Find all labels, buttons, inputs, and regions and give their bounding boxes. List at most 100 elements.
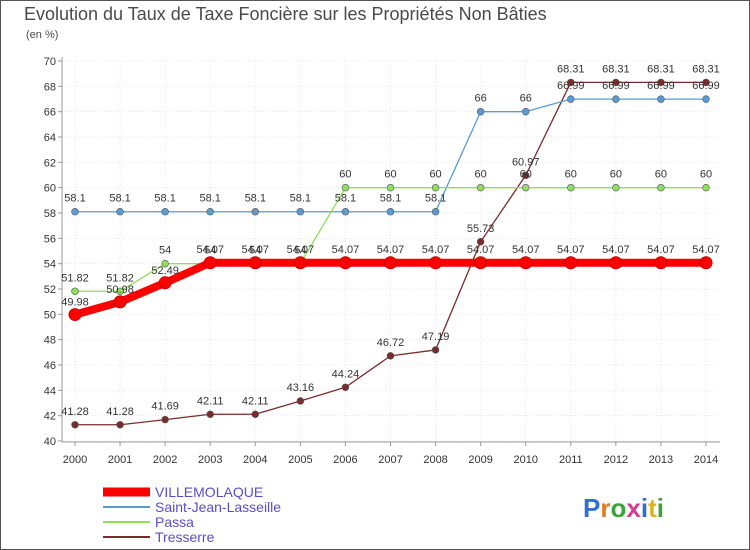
x-tick-label: 2006 — [333, 454, 357, 466]
data-point — [386, 183, 395, 192]
data-label: 47.19 — [422, 331, 450, 343]
data-point — [612, 78, 620, 87]
data-point — [564, 256, 578, 270]
legend-label: VILLEMOLAQUE — [155, 484, 263, 500]
y-tick-label: 46 — [44, 360, 56, 372]
logo-letter: r — [600, 493, 610, 523]
data-label: 58.1 — [245, 193, 266, 205]
data-point — [113, 295, 127, 309]
data-label: 60 — [655, 169, 667, 181]
logo-letter: i — [657, 493, 664, 523]
data-point — [116, 287, 124, 295]
data-point — [251, 208, 259, 216]
data-point — [206, 208, 214, 216]
data-label: 66 — [475, 93, 487, 105]
data-label: 54 — [159, 245, 171, 257]
data-label: 51.82 — [106, 272, 134, 284]
data-label: 54.07 — [512, 244, 540, 256]
data-label: 54.07 — [332, 244, 360, 256]
data-labels: 49.98 50.98 52.49 54.07 54.07 54.07 54.07 54.07… — [61, 63, 720, 417]
data-point — [702, 78, 710, 87]
data-point — [338, 256, 352, 270]
data-label: 66.99 — [557, 80, 585, 92]
data-label: 54.07 — [602, 244, 630, 256]
y-tick-label: 54 — [44, 259, 56, 271]
data-point — [612, 183, 620, 192]
data-label: 46.72 — [377, 337, 405, 349]
data-label: 54.07 — [287, 244, 315, 256]
data-point — [161, 259, 169, 268]
data-label: 68.31 — [602, 63, 630, 75]
data-label: 58.1 — [335, 193, 356, 205]
data-label: 60 — [520, 169, 532, 181]
data-label: 42.11 — [242, 395, 269, 407]
data-point — [386, 208, 395, 216]
data-label: 60 — [610, 169, 622, 181]
y-tick-label: 62 — [44, 157, 56, 169]
data-point — [476, 107, 485, 116]
data-label: 58.1 — [154, 193, 175, 205]
y-tick-label: 42 — [44, 411, 56, 423]
data-point — [657, 95, 665, 103]
data-point — [341, 208, 350, 216]
data-point — [161, 208, 169, 216]
data-point — [699, 256, 713, 270]
proxiti-logo: Proxiti — [583, 493, 664, 523]
data-point — [522, 183, 530, 192]
data-label: 66.99 — [647, 80, 675, 92]
legend-label: Passa — [155, 514, 194, 530]
data-point — [71, 421, 79, 429]
data-point — [567, 183, 575, 192]
y-tick-label: 64 — [44, 132, 56, 144]
data-label: 54 — [204, 245, 216, 257]
data-label: 60 — [339, 169, 351, 181]
data-point — [386, 352, 395, 360]
data-label: 60 — [429, 169, 441, 181]
data-point — [203, 256, 217, 270]
data-point — [251, 410, 259, 418]
data-point — [567, 95, 575, 103]
data-point — [522, 171, 530, 180]
data-label: 54 — [294, 245, 306, 257]
data-label: 54.07 — [557, 244, 585, 256]
data-point — [116, 208, 124, 216]
x-tick-label: 2010 — [513, 454, 537, 466]
data-label: 60 — [475, 169, 487, 181]
y-tick-label: 44 — [44, 385, 56, 397]
data-label: 66.99 — [602, 80, 630, 92]
grid-lines — [62, 60, 719, 442]
series-group — [68, 78, 713, 429]
data-point — [476, 183, 485, 192]
data-point — [71, 287, 79, 295]
x-tick-label: 2004 — [243, 454, 267, 466]
data-label: 68.31 — [557, 63, 585, 75]
data-label: 66 — [520, 93, 532, 105]
data-label: 54.07 — [467, 244, 495, 256]
data-label: 44.24 — [332, 368, 360, 380]
data-point — [296, 208, 305, 216]
data-label: 68.31 — [647, 63, 675, 75]
y-tick-label: 52 — [44, 284, 56, 296]
data-point — [431, 208, 440, 216]
data-label: 66.99 — [692, 80, 720, 92]
data-point — [654, 256, 668, 270]
data-label: 54.07 — [647, 244, 675, 256]
data-point — [609, 256, 623, 270]
data-point — [341, 383, 350, 391]
data-point — [519, 256, 533, 270]
y-tick-label: 48 — [44, 335, 56, 347]
data-label: 51.82 — [61, 272, 89, 284]
data-point — [206, 410, 214, 418]
x-tick-label: 2001 — [108, 454, 132, 466]
legend-label: Saint-Jean-Lasseille — [155, 499, 281, 515]
logo-letter: o — [610, 493, 626, 523]
data-label: 60 — [565, 169, 577, 181]
data-point — [429, 256, 443, 270]
y-tick-label: 70 — [44, 56, 56, 68]
data-label: 60 — [384, 169, 396, 181]
legend: VILLEMOLAQUESaint-Jean-LasseillePassaTre… — [103, 484, 281, 545]
data-label: 54.07 — [242, 244, 270, 256]
data-point — [296, 397, 305, 405]
data-point — [116, 421, 124, 429]
data-label: 54.07 — [377, 244, 405, 256]
